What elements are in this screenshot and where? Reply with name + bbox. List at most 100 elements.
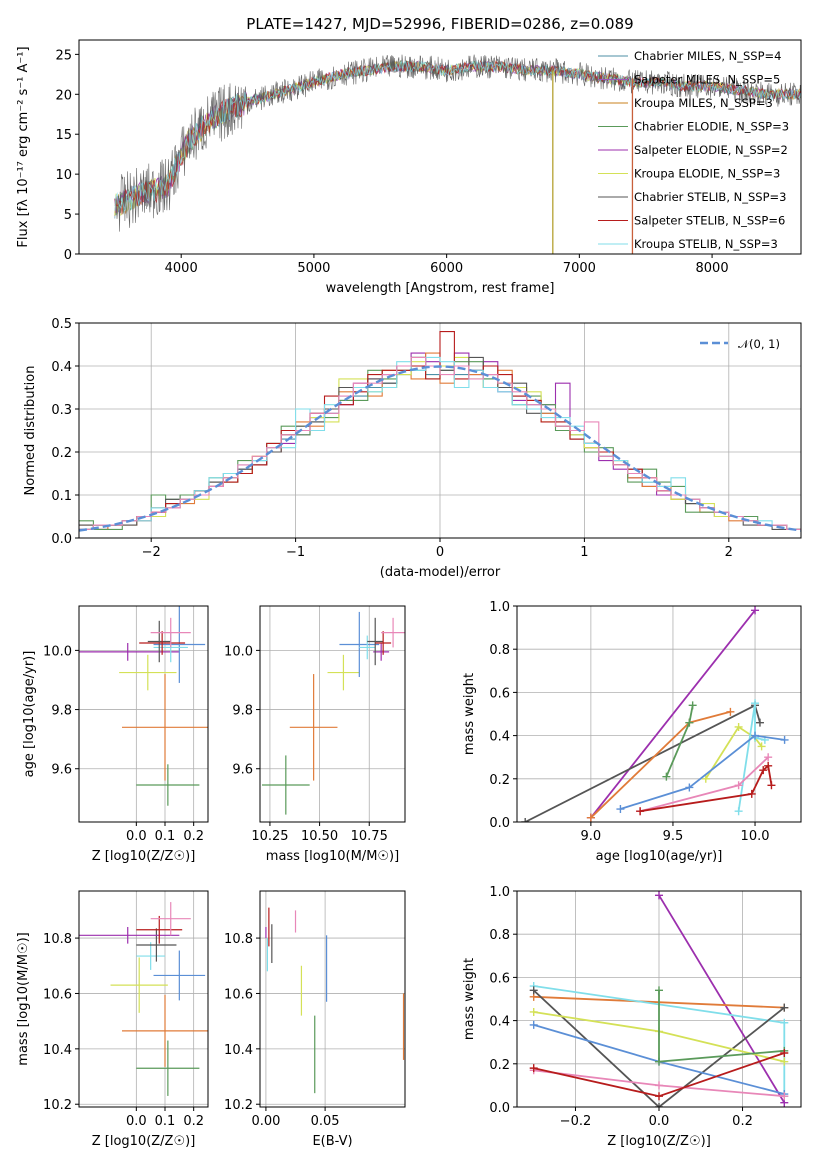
weight-marker <box>751 699 760 708</box>
errorbar-point <box>153 606 206 683</box>
plot-area <box>265 907 405 1094</box>
errorbar-point <box>136 942 165 970</box>
panel-mass_vs_Z: 0.0 0.1 0.2 10.2 10.4 10.6 10.8 Z [log10(Z/Z☉)]… <box>16 890 209 1149</box>
plot-area <box>529 891 789 1107</box>
weight-marker <box>685 718 694 727</box>
x-axis-label: mass [log10(M/M☉)] <box>266 849 399 864</box>
y-tick-label: 0.1 <box>51 489 72 504</box>
x-axis-label: Z [log10(Z/Z☉)] <box>92 849 196 864</box>
weight-series-line <box>620 734 785 810</box>
weight-marker <box>521 818 530 822</box>
weight-marker <box>780 1057 789 1066</box>
axes-frame <box>78 605 209 823</box>
y-tick-label: 0.4 <box>51 360 72 375</box>
y-tick-label: 10.4 <box>224 1043 253 1058</box>
weight-marker <box>751 731 760 740</box>
errorbar-point <box>119 654 177 691</box>
x-axis-label: wavelength [Angstrom, rest frame] <box>326 281 555 296</box>
x-tick-label: 1 <box>580 545 588 560</box>
axes-frame <box>259 890 406 1108</box>
weight-series-line <box>590 609 756 819</box>
plot-area <box>261 611 405 815</box>
weight-marker <box>780 735 789 744</box>
errorbar-point <box>136 1040 200 1096</box>
y-tick-label: 0 <box>64 248 72 263</box>
x-tick-label: 7000 <box>563 261 596 276</box>
y-tick-label: 15 <box>55 128 72 143</box>
x-tick-label: 0.2 <box>183 829 204 844</box>
panel-spectrum: 4000 5000 6000 7000 8000 0 5 10 15 20 25 wavelength… <box>16 15 802 296</box>
histogram-series <box>79 356 801 530</box>
plot-area <box>79 331 801 532</box>
y-tick-label: 0.0 <box>489 1101 510 1116</box>
weight-marker <box>751 606 760 615</box>
y-tick-label: 0.0 <box>489 816 510 831</box>
errorbar-point <box>136 764 200 806</box>
y-tick-label: 0.8 <box>489 643 510 658</box>
x-tick-label: −0.2 <box>560 1114 592 1129</box>
y-tick-label: 0.2 <box>489 1058 510 1073</box>
errorbar-point <box>122 994 208 1067</box>
x-axis-label: Z [log10(Z/Z☉)] <box>92 1134 196 1149</box>
x-tick-label: 6000 <box>430 261 463 276</box>
weight-marker <box>662 772 671 781</box>
errorbar-point <box>261 755 310 815</box>
y-tick-label: 9.6 <box>232 763 253 778</box>
weight-marker <box>655 986 663 995</box>
y-tick-label: 10.2 <box>43 1098 72 1113</box>
weight-marker <box>636 807 645 816</box>
y-tick-label: 10.0 <box>43 644 72 659</box>
x-tick-label: 0.0 <box>126 829 147 844</box>
legend-label: 𝒩(0, 1) <box>738 337 780 351</box>
x-tick-label: 10.50 <box>301 829 338 844</box>
weight-series-line <box>737 703 766 812</box>
weight-marker <box>734 722 743 731</box>
x-tick-label: 0.05 <box>311 1114 340 1129</box>
errorbar-point <box>367 617 384 666</box>
y-tick-label: 0.0 <box>51 532 72 547</box>
legend-label: Chabrier MILES, N_SSP=4 <box>634 49 781 63</box>
axes-frame <box>78 39 802 255</box>
x-tick-label: 0.0 <box>649 1114 670 1129</box>
y-tick-label: 0.6 <box>489 686 510 701</box>
y-tick-label: 25 <box>55 48 72 63</box>
spectrum-series-line <box>114 60 801 212</box>
y-axis-label: mass [log10(M/M☉)] <box>16 932 31 1065</box>
axes-frame <box>516 890 802 1108</box>
errorbar-point <box>339 611 380 678</box>
panel-residuals: −2 −1 0 1 2 0.0 0.1 0.2 0.3 0.4 0.5 (data-model)/er… <box>23 317 802 580</box>
weight-marker <box>734 781 743 790</box>
panel-age_vs_mass: 10.25 10.50 10.75 9.6 9.8 10.0 mass [log10(M/M… <box>224 605 406 864</box>
panel-age_vs_Z: 0.0 0.1 0.2 9.6 9.8 10.0 Z [log10(Z/Z☉)] age [l… <box>22 605 209 864</box>
chart-title: PLATE=1427, MJD=52996, FIBERID=0286, z=0… <box>246 15 633 33</box>
plot-area <box>79 606 208 806</box>
histogram-series <box>79 356 801 530</box>
errorbar-point <box>122 674 208 781</box>
errorbar-point <box>153 950 206 1001</box>
errorbar-point <box>79 927 180 944</box>
y-tick-label: 10.2 <box>224 1098 253 1113</box>
weight-marker <box>655 1081 663 1090</box>
legend-label: Salpeter ELODIE, N_SSP=2 <box>634 143 788 157</box>
y-tick-label: 9.6 <box>51 763 72 778</box>
errorbar-point <box>289 674 338 781</box>
axes-frame <box>259 605 406 823</box>
legend-label: Chabrier STELIB, N_SSP=3 <box>634 190 786 204</box>
y-tick-label: 10.8 <box>224 932 253 947</box>
y-tick-label: 0.4 <box>489 730 510 745</box>
legend-label: Salpeter STELIB, N_SSP=6 <box>634 214 785 228</box>
x-tick-label: 0.1 <box>155 1114 176 1129</box>
x-tick-label: 5000 <box>297 261 330 276</box>
y-tick-label: 0.6 <box>489 971 510 986</box>
y-tick-label: 0.2 <box>489 773 510 788</box>
y-tick-label: 1.0 <box>489 885 510 900</box>
weight-marker <box>685 783 694 792</box>
weight-marker <box>688 701 697 710</box>
x-tick-label: 10.0 <box>741 829 770 844</box>
weight-marker <box>655 1092 663 1101</box>
weight-marker <box>655 1057 663 1066</box>
errorbar-point <box>359 635 376 660</box>
weight-marker <box>747 789 756 798</box>
x-axis-label: (data-model)/error <box>380 565 501 580</box>
